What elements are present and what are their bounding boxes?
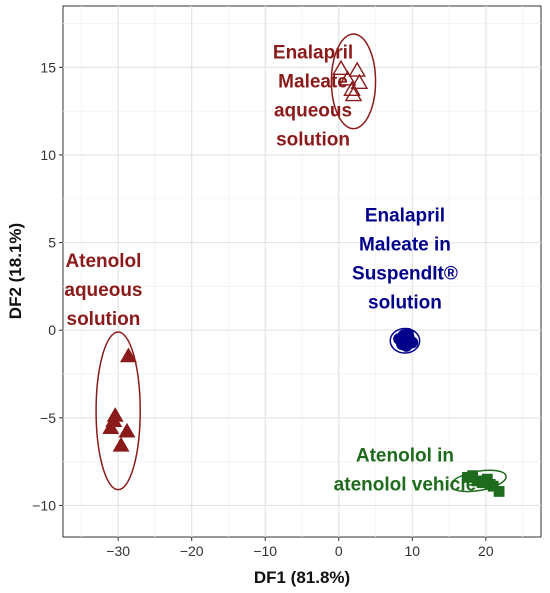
group-label-line: solution (67, 309, 141, 330)
triangle-open-point (332, 59, 350, 75)
y-tick-label: 10 (40, 147, 56, 163)
triangle-open-point (348, 61, 366, 77)
grid-lines (63, 6, 541, 537)
x-tick-label: −10 (253, 543, 277, 559)
triangle-point (119, 347, 137, 363)
x-axis-title: DF1 (81.8%) (254, 568, 350, 587)
data-points (102, 59, 505, 497)
group-label-line: aqueous (64, 280, 142, 301)
x-tick-label: 20 (478, 543, 494, 559)
group-label-line: Maleate in (359, 235, 451, 256)
y-axis-title: DF2 (18.1%) (6, 223, 25, 319)
y-axis-ticks: −10 −5 0 5 10 15 (32, 59, 63, 513)
group-label-line: solution (276, 130, 350, 151)
triangle-open-point (338, 70, 357, 86)
group-label-line: atenolol vehicle (334, 475, 477, 496)
y-tick-label: 0 (48, 322, 56, 338)
triangle-open-point (343, 80, 361, 97)
x-tick-label: 10 (405, 543, 421, 559)
triangle-point (118, 422, 136, 438)
triangle-point (112, 436, 130, 452)
square-point (484, 479, 496, 490)
confidence-ellipses (95, 33, 507, 493)
circle-point (398, 334, 411, 347)
x-tick-label: −20 (180, 543, 204, 559)
triangle-open-point (350, 73, 369, 90)
confidence-ellipse (330, 33, 377, 130)
group-label-line: Enalapril (273, 43, 353, 64)
group-label-line: SuspendIt® (352, 264, 458, 285)
group-label-line: Maleate (278, 72, 348, 93)
group-label-line: aqueous (274, 101, 352, 122)
x-tick-label: 0 (335, 543, 343, 559)
triangle-open-point (344, 85, 363, 102)
y-tick-label: 15 (40, 59, 56, 75)
y-tick-label: −5 (40, 410, 56, 426)
x-tick-label: −30 (106, 543, 130, 559)
square-point (493, 486, 505, 497)
group-label-line: Atenolol (65, 251, 141, 272)
triangle-point (102, 419, 120, 435)
y-tick-label: 5 (48, 235, 56, 251)
confidence-ellipse (95, 331, 141, 491)
group-label-line: Enalapril (365, 206, 445, 227)
confidence-ellipse (389, 327, 421, 354)
group-label-line: solution (368, 293, 442, 314)
group-labels: Enalapril Maleate aqueous solution Enalapril… (64, 43, 476, 496)
group-label-line: Atenolol in (356, 446, 454, 467)
x-axis-ticks: −30 −20 −10 0 10 20 (106, 537, 494, 559)
y-tick-label: −10 (32, 497, 56, 513)
